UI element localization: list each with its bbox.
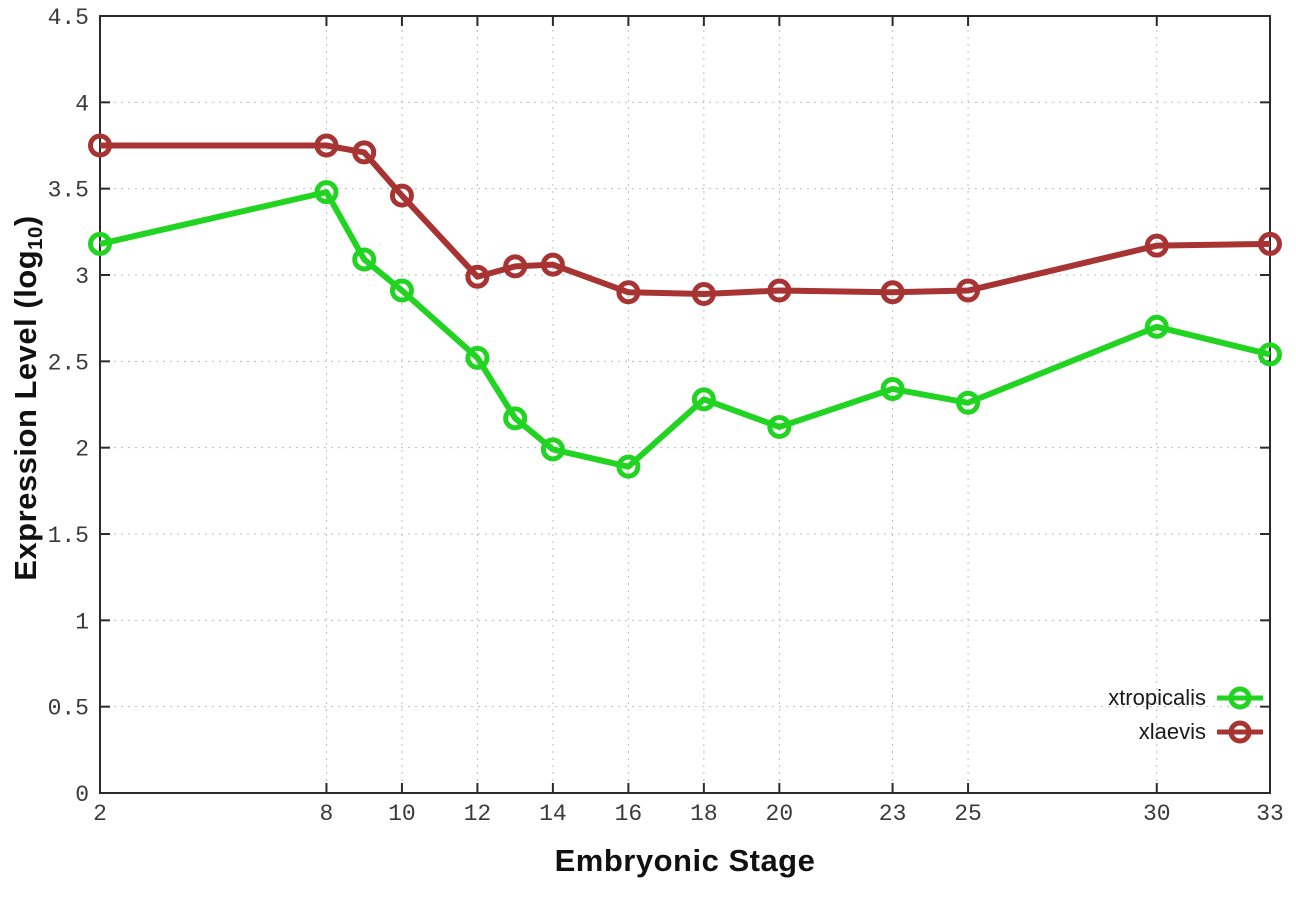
x-tick-label-10: 10 (388, 801, 416, 827)
data-point-xlaevis-14 (540, 252, 565, 277)
data-point-xlaevis-12 (465, 264, 490, 289)
data-point-xlaevis-8 (314, 133, 339, 158)
x-tick-label-25: 25 (954, 801, 982, 827)
x-tick-label-20: 20 (766, 801, 794, 827)
data-point-xlaevis-10 (389, 183, 414, 208)
plot-border (99, 15, 1271, 794)
x-tick-label-8: 8 (320, 801, 334, 827)
data-point-xlaevis-16 (616, 280, 641, 305)
data-point-xtropicalis-8 (314, 180, 339, 205)
y-tick-labels: 0 0.5 1 1.5 2 2.5 3 3.5 4 4.5 (48, 5, 89, 808)
data-point-xtropicalis-23 (880, 376, 905, 401)
data-point-xlaevis-25 (956, 278, 981, 303)
data-point-xtropicalis-10 (389, 278, 414, 303)
data-point-xlaevis-18 (691, 281, 716, 306)
legend-label-xtropicalis: xtropicalis (1108, 685, 1206, 710)
legend: xtropicalis xlaevis (1108, 684, 1264, 746)
x-tick-label-30: 30 (1143, 801, 1171, 827)
data-point-xtropicalis-13 (503, 406, 528, 431)
x-tick-label-23: 23 (879, 801, 907, 827)
x-tick-label-2: 2 (93, 801, 107, 827)
data-point-xtropicalis-33 (1258, 342, 1282, 367)
tick-marks (99, 15, 1271, 794)
data-point-xlaevis-23 (880, 280, 905, 305)
data-point-xlaevis-33 (1258, 231, 1282, 256)
data-point-xtropicalis-16 (616, 454, 641, 479)
data-point-xtropicalis-30 (1144, 314, 1169, 339)
legend-sample-marker (1228, 720, 1252, 744)
y-tick-label-3.5: 3.5 (48, 178, 89, 204)
y-tick-label-0.5: 0.5 (48, 696, 89, 722)
y-tick-label-2.5: 2.5 (48, 350, 89, 376)
legend-sample-marker (1228, 686, 1252, 710)
y-tick-label-4.5: 4.5 (48, 5, 89, 31)
y-tick-label-4: 4 (75, 91, 89, 117)
x-axis-title: Embryonic Stage (555, 843, 816, 879)
y-tick-label-1.5: 1.5 (48, 523, 89, 549)
legend-label-xlaevis: xlaevis (1138, 719, 1206, 744)
x-axis-title-text: Embryonic Stage (554, 843, 816, 878)
data-point-xlaevis-13 (503, 254, 528, 279)
series-xlaevis (88, 133, 1282, 306)
legend-sample-icon (1217, 686, 1263, 710)
legend-item-xlaevis: xlaevis (1139, 718, 1264, 746)
data-point-xlaevis-30 (1144, 233, 1169, 258)
x-tick-label-16: 16 (615, 801, 643, 827)
y-axis-title-prefix: Expression Level (log (8, 249, 44, 581)
x-tick-label-12: 12 (464, 801, 492, 827)
data-point-xtropicalis-12 (465, 345, 490, 370)
grid (100, 16, 1270, 793)
series-xtropicalis (88, 180, 1282, 479)
data-point-xlaevis-2 (88, 133, 112, 158)
y-axis-title: Expression Level (log10) (8, 215, 48, 581)
data-point-xtropicalis-14 (540, 437, 565, 462)
y-axis-title-suffix: ) (8, 215, 44, 227)
data-point-xtropicalis-9 (352, 247, 377, 272)
y-tick-label-2: 2 (75, 437, 89, 463)
x-tick-label-33: 33 (1256, 801, 1284, 827)
data-point-xtropicalis-2 (88, 231, 112, 256)
y-axis-title-subscript: 10 (23, 226, 47, 250)
data-point-xtropicalis-18 (691, 387, 716, 412)
y-tick-label-3: 3 (75, 264, 89, 290)
legend-item-xtropicalis: xtropicalis (1108, 684, 1264, 712)
x-tick-label-18: 18 (690, 801, 718, 827)
data-point-xlaevis-20 (767, 278, 792, 303)
series-line-xlaevis (100, 142, 1271, 297)
data-point-xlaevis-9 (352, 140, 377, 165)
y-tick-label-1: 1 (75, 609, 89, 635)
x-tick-label-14: 14 (539, 801, 567, 827)
series-line-xtropicalis (99, 189, 1271, 470)
x-tick-labels: 2 8 10 12 14 16 18 20 23 25 30 33 (93, 801, 1284, 827)
y-tick-label-0: 0 (75, 782, 89, 808)
legend-sample-icon (1217, 720, 1263, 744)
data-point-xtropicalis-20 (767, 414, 792, 439)
data-point-xtropicalis-25 (956, 390, 981, 415)
